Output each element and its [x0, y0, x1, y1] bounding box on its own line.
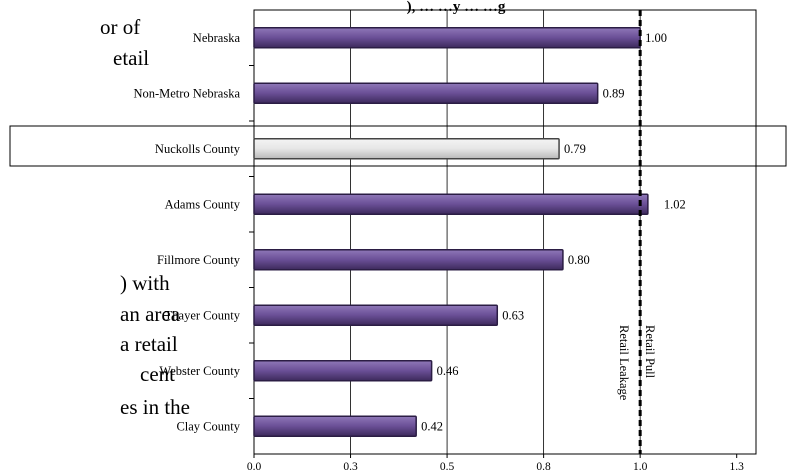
category-label: Nebraska: [193, 31, 241, 45]
value-label: 0.89: [603, 86, 625, 100]
category-label: Nuckolls County: [155, 142, 241, 156]
retail-pull-label: Retail Pull: [643, 325, 657, 379]
bar: [253, 82, 599, 104]
bar: [253, 249, 564, 271]
bar: [253, 138, 560, 160]
retail-leakage-label: Retail Leakage: [617, 325, 631, 401]
body-text-fragment: ) with: [120, 271, 170, 295]
highlight-box: [9, 125, 787, 167]
plot-area-border: [253, 9, 757, 455]
value-label: 0.46: [437, 364, 459, 378]
category-label: Adams County: [165, 197, 241, 211]
bar: [253, 27, 641, 49]
x-tick-label: 0.3: [343, 461, 358, 473]
bar: [253, 415, 417, 437]
x-tick-label: 0.8: [536, 461, 551, 473]
category-label: Webster County: [159, 364, 240, 378]
bar: [253, 193, 649, 215]
body-text-fragment: cent: [140, 362, 175, 386]
body-text-fragment: etail: [113, 46, 150, 70]
body-text-fragment: or of: [100, 15, 141, 39]
value-label: 1.00: [645, 31, 667, 45]
category-label: Clay County: [176, 419, 240, 433]
bar: [253, 360, 433, 382]
category-label: Thayer County: [165, 308, 241, 322]
value-label: 0.79: [564, 142, 586, 156]
chart-title-fragment: ), … …y … …g: [407, 0, 506, 15]
value-label: 0.80: [568, 253, 590, 267]
bar: [253, 304, 499, 326]
body-text-fragment: an area: [120, 302, 181, 326]
value-label: 0.63: [502, 308, 524, 322]
x-tick-label: 1.0: [633, 461, 648, 473]
value-label: 1.02: [664, 197, 686, 211]
x-tick-label: 1.3: [730, 461, 745, 473]
category-label: Non-Metro Nebraska: [133, 86, 240, 100]
x-tick-label: 0.5: [440, 461, 455, 473]
body-text-fragment: a retail: [120, 332, 178, 356]
body-text-fragment: es in the: [120, 395, 190, 419]
category-label: Fillmore County: [157, 253, 241, 267]
x-tick-label: 0.0: [247, 461, 262, 473]
value-label: 0.42: [421, 419, 443, 433]
